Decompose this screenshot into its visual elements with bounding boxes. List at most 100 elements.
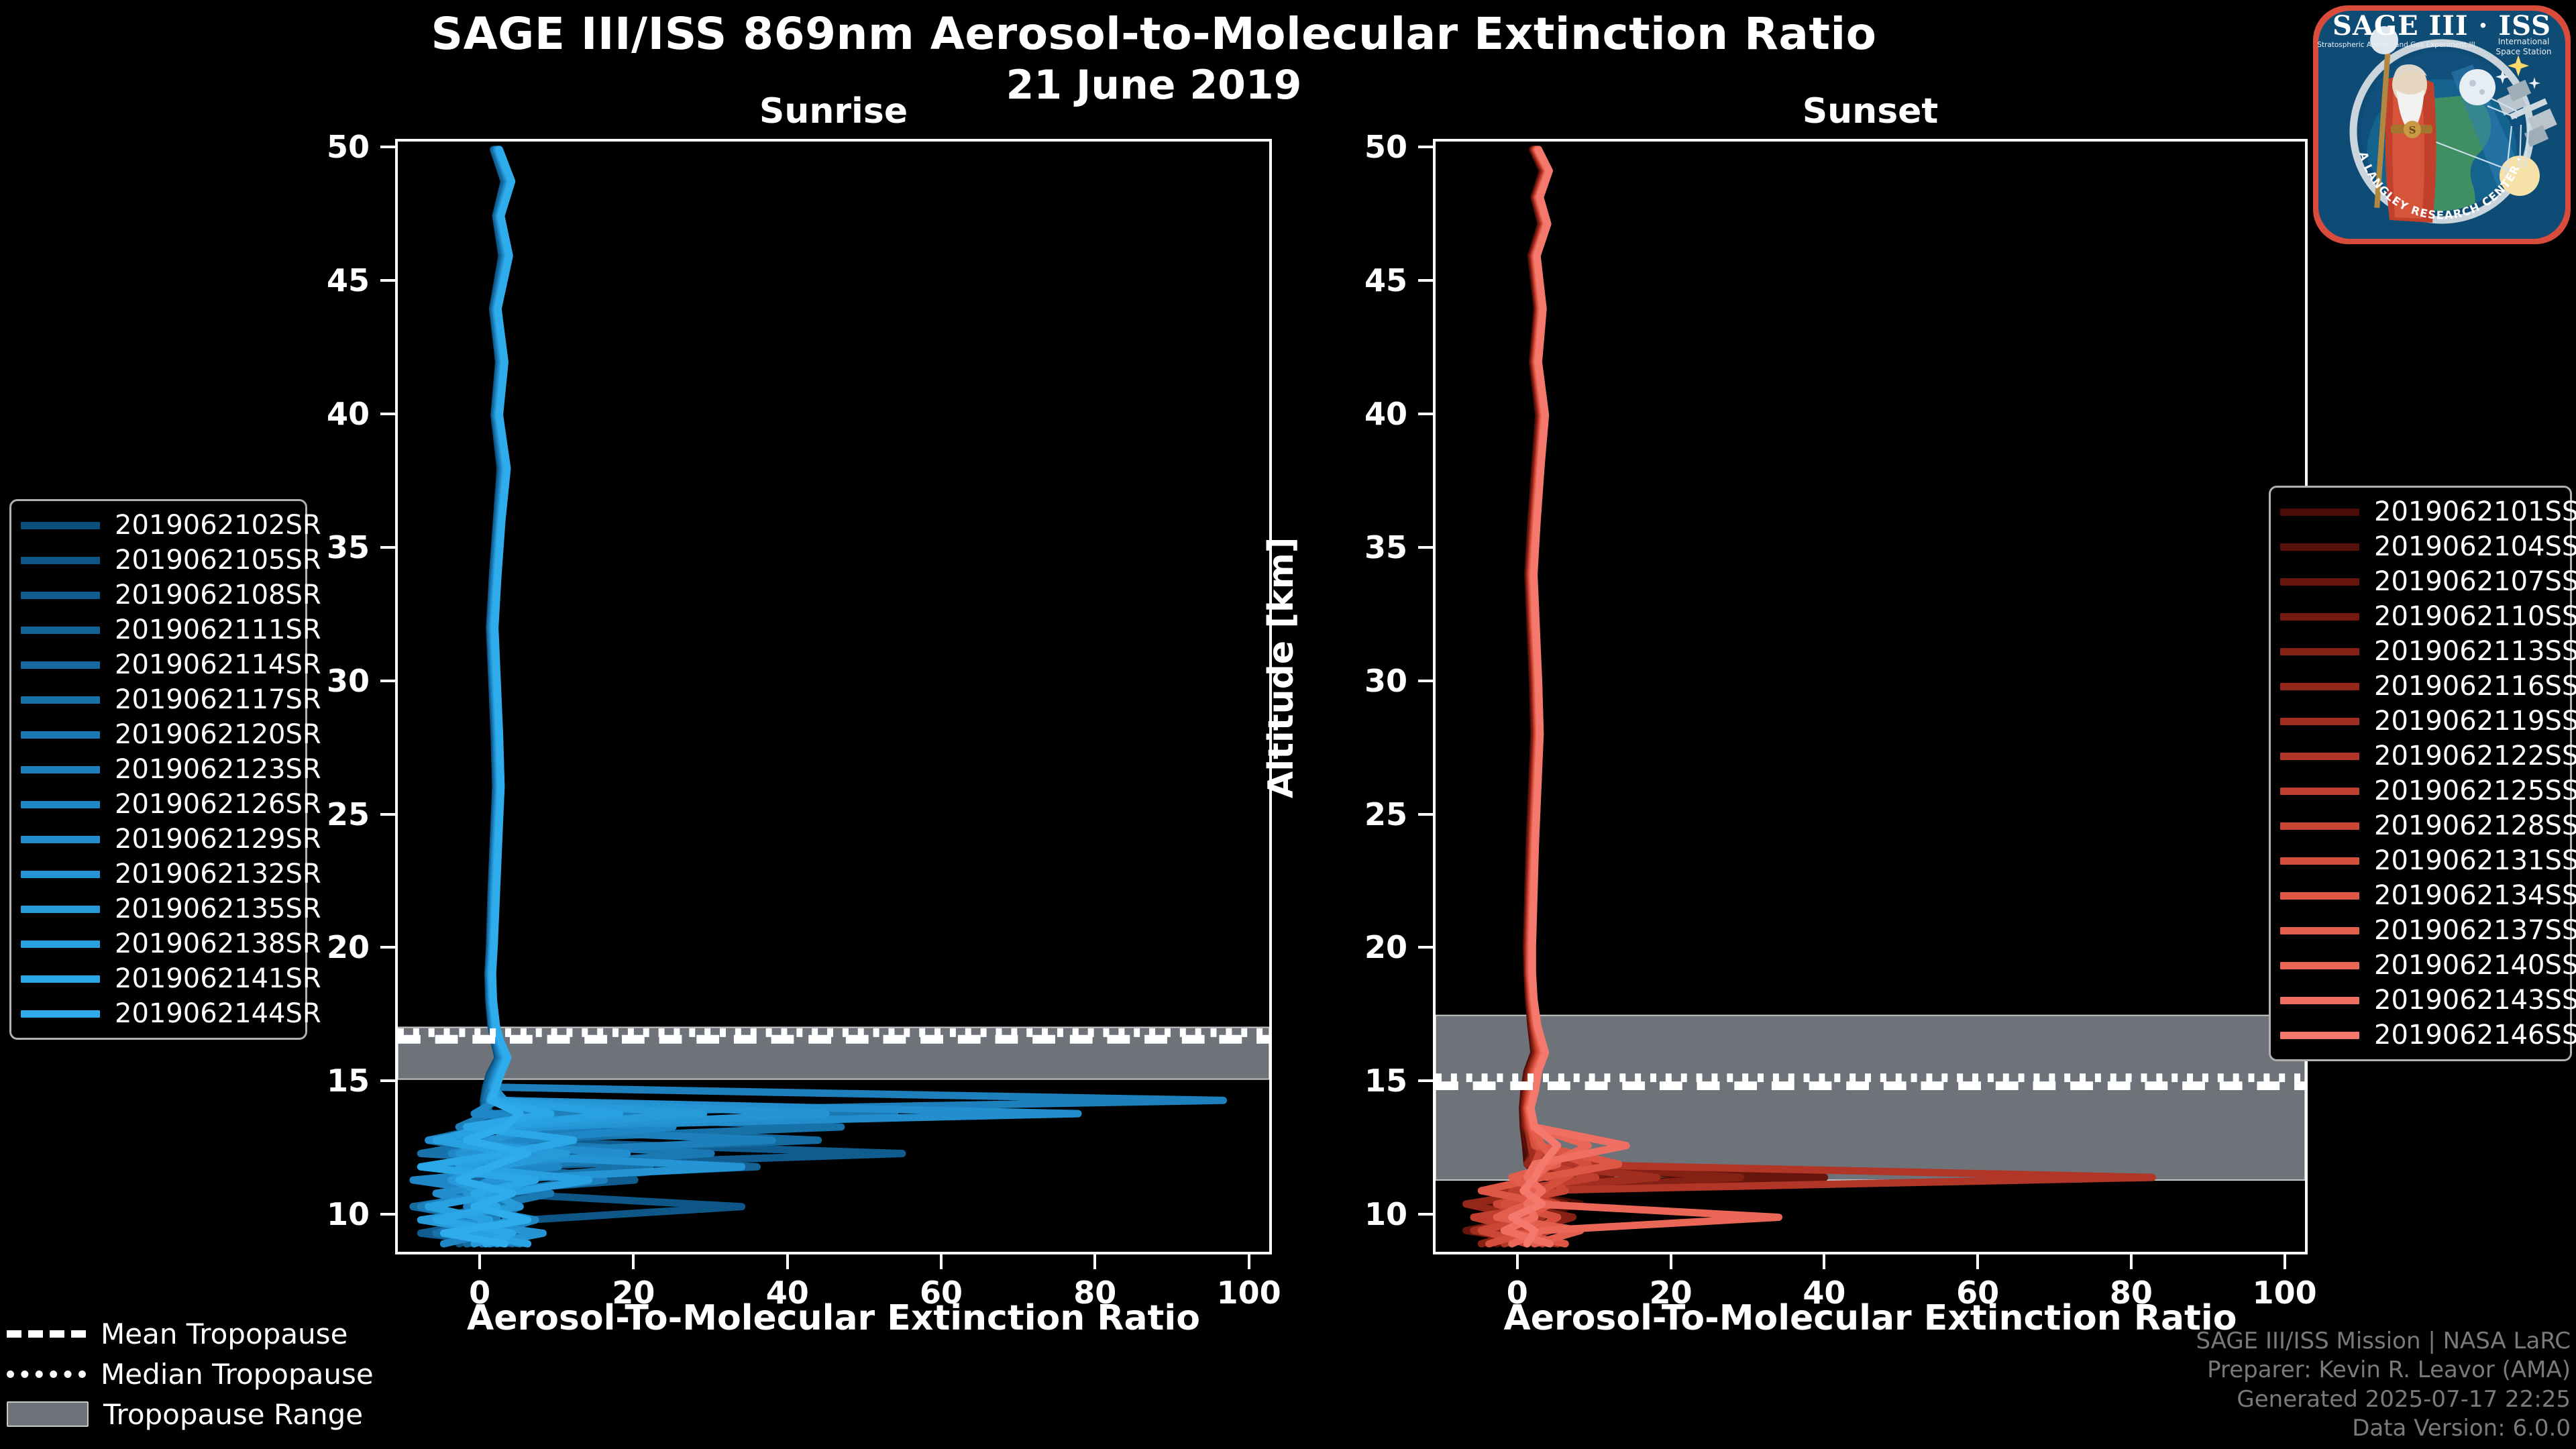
legend-label: 2019062111SR — [115, 614, 321, 645]
legend-label: 2019062119SS — [2374, 706, 2576, 737]
y-axis-tick — [1418, 1213, 1433, 1216]
moon-crater — [2469, 80, 2476, 87]
credit-line-version: Data Version: 6.0.0 — [2352, 1415, 2571, 1442]
x-axis-tick-label: 40 — [765, 1275, 809, 1311]
legend-item[interactable]: 2019062110SS — [2280, 599, 2576, 634]
legend-color-swatch — [2280, 717, 2359, 725]
legend-item[interactable]: 2019062140SS — [2280, 948, 2576, 983]
x-axis-tick — [1515, 1254, 1519, 1269]
iss-spacecraft-icon — [2497, 79, 2557, 148]
y-axis-tick — [380, 679, 395, 682]
star-icon-small-2 — [2528, 77, 2540, 89]
legend-item[interactable]: 2019062116SS — [2280, 669, 2576, 704]
legend-item[interactable]: 2019062122SS — [2280, 739, 2576, 773]
x-axis-tick-label: 100 — [2252, 1275, 2317, 1311]
legend-item[interactable]: 2019062129SR — [21, 822, 321, 857]
x-axis-tick-label: 20 — [1649, 1275, 1693, 1311]
y-axis-tick — [1418, 278, 1433, 282]
legend-item[interactable]: 2019062144SR — [21, 996, 321, 1031]
legend-item[interactable]: 2019062126SR — [21, 787, 321, 822]
legend-label: 2019062129SR — [115, 824, 321, 855]
x-axis-tick-label: 20 — [612, 1275, 655, 1311]
legend-item-median-tropopause: Median Tropopause — [7, 1354, 382, 1394]
legend-item[interactable]: 2019062119SS — [2280, 704, 2576, 739]
legend-color-swatch — [2280, 857, 2359, 865]
sunset-legend[interactable]: 2019062101SS 2019062104SS 2019062107SS 2019… — [2269, 486, 2576, 1061]
y-axis-tick-label: 10 — [1364, 1196, 1407, 1233]
moon-icon — [2459, 69, 2496, 105]
legend-label: 2019062140SS — [2374, 950, 2576, 981]
legend-item[interactable]: 2019062128SS — [2280, 808, 2576, 843]
legend-item[interactable]: 2019062107SS — [2280, 564, 2576, 599]
legend-item[interactable]: 2019062120SR — [21, 717, 321, 752]
legend-item[interactable]: 2019062125SS — [2280, 773, 2576, 808]
legend-item[interactable]: 2019062146SS — [2280, 1018, 2576, 1053]
legend-color-swatch — [21, 835, 100, 843]
y-axis-tick-label: 30 — [326, 662, 370, 699]
legend-color-swatch — [2280, 612, 2359, 621]
legend-label-mean-tropopause: Mean Tropopause — [101, 1317, 348, 1350]
legend-label: 2019062117SR — [115, 684, 321, 715]
legend-item[interactable]: 2019062138SR — [21, 926, 321, 961]
legend-color-swatch — [21, 975, 100, 983]
legend-item-mean-tropopause: Mean Tropopause — [7, 1313, 382, 1354]
legend-item[interactable]: 2019062137SS — [2280, 913, 2576, 948]
y-axis-tick — [380, 545, 395, 549]
legend-color-swatch — [2280, 1031, 2359, 1039]
legend-item[interactable]: 2019062101SS — [2280, 494, 2576, 529]
y-axis-tick-label: 15 — [326, 1063, 370, 1099]
legend-item[interactable]: 2019062135SR — [21, 892, 321, 926]
credit-line-preparer: Preparer: Kevin R. Leavor (AMA) — [2207, 1356, 2571, 1384]
legend-color-swatch — [21, 940, 100, 948]
y-axis-tick-label: 45 — [1364, 262, 1407, 299]
patch-title: SAGE III · ISS — [2332, 10, 2551, 42]
legend-item[interactable]: 2019062141SR — [21, 961, 321, 996]
legend-color-swatch — [2280, 543, 2359, 551]
y-axis-tick — [380, 946, 395, 949]
credit-line-generated: Generated 2025-07-17 22:25 — [2237, 1385, 2571, 1413]
legend-item[interactable]: 2019062111SR — [21, 612, 321, 647]
y-axis-tick — [1418, 412, 1433, 415]
x-axis-tick — [1976, 1254, 1980, 1269]
legend-color-swatch — [21, 591, 100, 599]
y-axis-tick — [380, 145, 395, 148]
legend-item[interactable]: 2019062108SR — [21, 578, 321, 612]
legend-item[interactable]: 2019062114SR — [21, 647, 321, 682]
y-axis-tick-label: 40 — [326, 395, 370, 432]
legend-color-swatch — [2280, 682, 2359, 690]
legend-label: 2019062126SR — [115, 789, 321, 820]
x-axis-tick — [786, 1254, 789, 1269]
legend-item[interactable]: 2019062143SS — [2280, 983, 2576, 1018]
legend-item[interactable]: 2019062104SS — [2280, 529, 2576, 564]
legend-item[interactable]: 2019062102SR — [21, 508, 321, 543]
y-axis-tick-label: 30 — [1364, 662, 1407, 699]
legend-label: 2019062102SR — [115, 510, 321, 541]
legend-item[interactable]: 2019062105SR — [21, 543, 321, 578]
y-axis-tick — [1418, 679, 1433, 682]
legend-item[interactable]: 2019062134SS — [2280, 878, 2576, 913]
x-axis-tick — [478, 1254, 482, 1269]
y-axis-tick — [1418, 145, 1433, 148]
legend-label: 2019062125SS — [2374, 775, 2576, 806]
legend-item[interactable]: 2019062132SR — [21, 857, 321, 892]
y-axis-tick — [380, 1213, 395, 1216]
legend-label: 2019062110SS — [2374, 601, 2576, 632]
legend-color-swatch — [21, 1010, 100, 1018]
legend-item[interactable]: 2019062131SS — [2280, 843, 2576, 878]
sunrise-legend[interactable]: 2019062102SR 2019062105SR 2019062108SR 2019… — [9, 499, 321, 1040]
legend-color-swatch — [2280, 752, 2359, 760]
legend-item[interactable]: 2019062113SS — [2280, 634, 2576, 669]
legend-color-swatch — [2280, 787, 2359, 795]
page-title: SAGE III/ISS 869nm Aerosol-to-Molecular … — [431, 8, 1877, 60]
y-axis-tick — [380, 278, 395, 282]
legend-item[interactable]: 2019062117SR — [21, 682, 321, 717]
legend-item[interactable]: 2019062123SR — [21, 752, 321, 787]
legend-label-median-tropopause: Median Tropopause — [101, 1357, 374, 1391]
legend-label: 2019062104SS — [2374, 531, 2576, 562]
sage-wizard-figure: S — [2370, 26, 2436, 223]
y-axis-tick — [380, 812, 395, 816]
y-axis-tick — [1418, 946, 1433, 949]
legend-label: 2019062105SR — [115, 545, 321, 576]
y-axis-tick-label: 20 — [326, 929, 370, 966]
